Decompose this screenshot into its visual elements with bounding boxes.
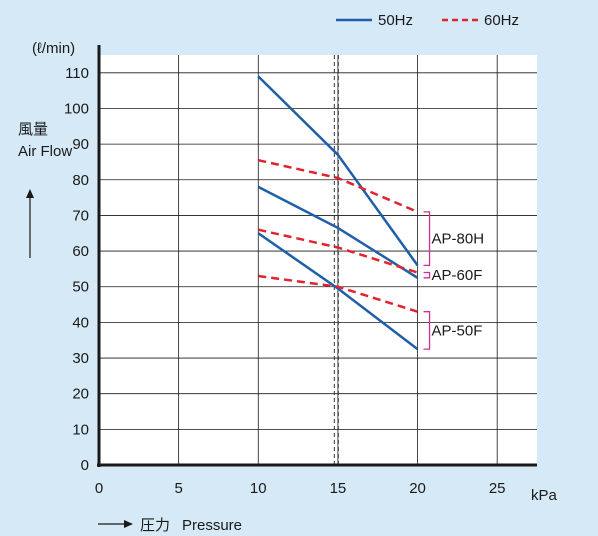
x-unit-label: kPa bbox=[531, 487, 557, 504]
y-tick-label: 40 bbox=[72, 314, 89, 331]
x-tick-label: 20 bbox=[409, 480, 426, 497]
model-bracket bbox=[423, 271, 431, 279]
y-tick-label: 90 bbox=[72, 136, 89, 153]
y-unit-label: (ℓ/min) bbox=[32, 40, 76, 57]
series-line-ap-50f-60hz bbox=[258, 274, 418, 313]
y-tick-label: 0 bbox=[81, 457, 89, 474]
x-axis-title-en: Pressure bbox=[182, 517, 243, 534]
series-line-ap-60f-50hz bbox=[257, 185, 419, 279]
series-line-ap-60f-60hz bbox=[257, 228, 418, 274]
y-axis-arrow-icon bbox=[26, 189, 34, 198]
model-label: AP-80H bbox=[432, 231, 485, 248]
y-axis-title-jp: 風量 bbox=[18, 121, 49, 138]
model-label: AP-50F bbox=[432, 322, 483, 339]
series-line-ap-80h-50hz bbox=[257, 75, 419, 267]
y-tick-label: 10 bbox=[72, 421, 89, 438]
x-tick-label: 5 bbox=[174, 480, 182, 497]
x-tick-label: 10 bbox=[250, 480, 267, 497]
x-tick-label: 15 bbox=[330, 480, 347, 497]
x-tick-label: 0 bbox=[95, 480, 103, 497]
model-bracket bbox=[423, 311, 431, 350]
x-axis-arrow-icon bbox=[124, 520, 133, 528]
x-tick-label: 25 bbox=[489, 480, 506, 497]
model-bracket bbox=[423, 211, 431, 266]
y-tick-label: 60 bbox=[72, 243, 89, 260]
y-tick-label: 50 bbox=[72, 279, 89, 296]
model-label: AP-60F bbox=[432, 267, 483, 284]
y-tick-label: 70 bbox=[72, 207, 89, 224]
legend-label-50hz: 50Hz bbox=[378, 12, 414, 29]
legend-label-60hz: 60Hz bbox=[484, 12, 520, 29]
series-line-ap-50f-50hz bbox=[257, 232, 419, 351]
series-line-ap-80h-60hz bbox=[257, 158, 419, 214]
y-axis-title-en-1: Air Flow bbox=[18, 143, 73, 160]
y-tick-label: 30 bbox=[72, 350, 89, 367]
x-axis-title-jp: 圧力 bbox=[140, 517, 171, 534]
y-tick-label: 20 bbox=[72, 386, 89, 403]
y-tick-label: 80 bbox=[72, 172, 89, 189]
plot-area bbox=[99, 55, 537, 465]
y-tick-label: 110 bbox=[65, 65, 89, 82]
y-tick-label: 100 bbox=[64, 100, 89, 117]
